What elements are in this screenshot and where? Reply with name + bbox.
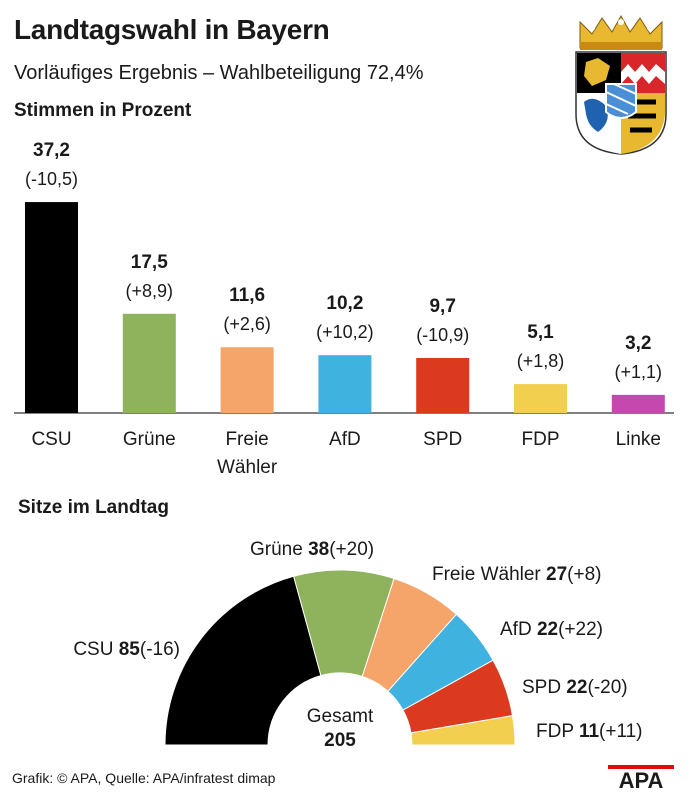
seat-total-label: Gesamt bbox=[307, 706, 374, 727]
bar bbox=[122, 313, 176, 413]
bar-value-label: 5,1 bbox=[527, 322, 554, 343]
bavaria-coat-of-arms-icon bbox=[575, 14, 667, 155]
category-label: Grüne bbox=[123, 429, 176, 450]
seat-label: Grüne 38(+20) bbox=[250, 539, 374, 560]
seat-chart-title: Sitze im Landtag bbox=[18, 497, 169, 518]
seat-count: 11 bbox=[579, 721, 600, 742]
category-label: SPD bbox=[423, 429, 462, 450]
seat-party-name: CSU bbox=[73, 639, 118, 660]
bar-change-label: (+10,2) bbox=[316, 322, 374, 342]
bar-change-label: (+1,8) bbox=[517, 351, 565, 371]
category-label: Wähler bbox=[217, 457, 278, 478]
bar-change-label: (+1,1) bbox=[615, 362, 663, 382]
seat-total-value: 205 bbox=[324, 730, 356, 751]
source-credit: Grafik: © APA, Quelle: APA/infratest dim… bbox=[12, 770, 276, 786]
bar-change-label: (+8,9) bbox=[126, 281, 174, 301]
category-label: FDP bbox=[522, 429, 560, 450]
seat-party-name: AfD bbox=[500, 619, 537, 640]
seat-count: 22 bbox=[537, 619, 558, 640]
bar-chart-title: Stimmen in Prozent bbox=[14, 100, 192, 121]
bar bbox=[25, 202, 78, 413]
seat-label: CSU 85(-16) bbox=[73, 639, 180, 660]
seat-change: (+8) bbox=[567, 564, 601, 585]
seat-label: FDP 11(+11) bbox=[536, 721, 643, 742]
category-label: CSU bbox=[31, 429, 71, 450]
seat-count: 85 bbox=[119, 639, 141, 660]
seat-label: AfD 22(+22) bbox=[500, 619, 603, 640]
bar-value-label: 37,2 bbox=[33, 140, 70, 161]
seat-label: SPD 22(-20) bbox=[522, 677, 628, 698]
category-label: Freie bbox=[225, 429, 268, 450]
seat-party-name: SPD bbox=[522, 677, 566, 698]
seat-party-name: FDP bbox=[536, 721, 579, 742]
seat-change: (+11) bbox=[599, 721, 642, 742]
seat-label: Freie Wähler 27(+8) bbox=[432, 564, 602, 585]
seat-change: (+20) bbox=[329, 539, 374, 560]
seat-change: (-20) bbox=[588, 677, 628, 698]
seat-party-name: Grüne bbox=[250, 539, 308, 560]
bar-value-label: 17,5 bbox=[131, 252, 168, 273]
seat-party-name: Freie Wähler bbox=[432, 564, 546, 585]
category-label: AfD bbox=[329, 429, 361, 450]
bar-change-label: (+2,6) bbox=[223, 314, 271, 334]
seat-count: 38 bbox=[308, 539, 329, 560]
bar bbox=[416, 358, 470, 413]
bar-value-label: 3,2 bbox=[625, 333, 651, 354]
apa-logo-text: APA bbox=[619, 768, 664, 789]
page-subtitle: Vorläufiges Ergebnis – Wahlbeteiligung 7… bbox=[14, 62, 424, 84]
category-label: Linke bbox=[616, 429, 661, 450]
bar bbox=[611, 394, 665, 413]
bar bbox=[318, 355, 372, 413]
bar bbox=[514, 384, 567, 413]
seat-segment bbox=[164, 575, 322, 746]
bar-change-label: (-10,9) bbox=[416, 325, 469, 345]
bar-value-label: 9,7 bbox=[429, 296, 455, 317]
bar-value-label: 10,2 bbox=[326, 293, 363, 314]
seat-count: 27 bbox=[546, 564, 567, 585]
seat-change: (-16) bbox=[140, 639, 180, 660]
seat-change: (+22) bbox=[558, 619, 603, 640]
apa-logo-icon: APA bbox=[608, 765, 674, 789]
bar-change-label: (-10,5) bbox=[25, 169, 78, 189]
seat-segment bbox=[410, 715, 516, 746]
bar-value-label: 11,6 bbox=[229, 285, 265, 306]
bar bbox=[220, 347, 274, 413]
seat-count: 22 bbox=[566, 677, 587, 698]
page-title: Landtagswahl in Bayern bbox=[14, 14, 330, 45]
